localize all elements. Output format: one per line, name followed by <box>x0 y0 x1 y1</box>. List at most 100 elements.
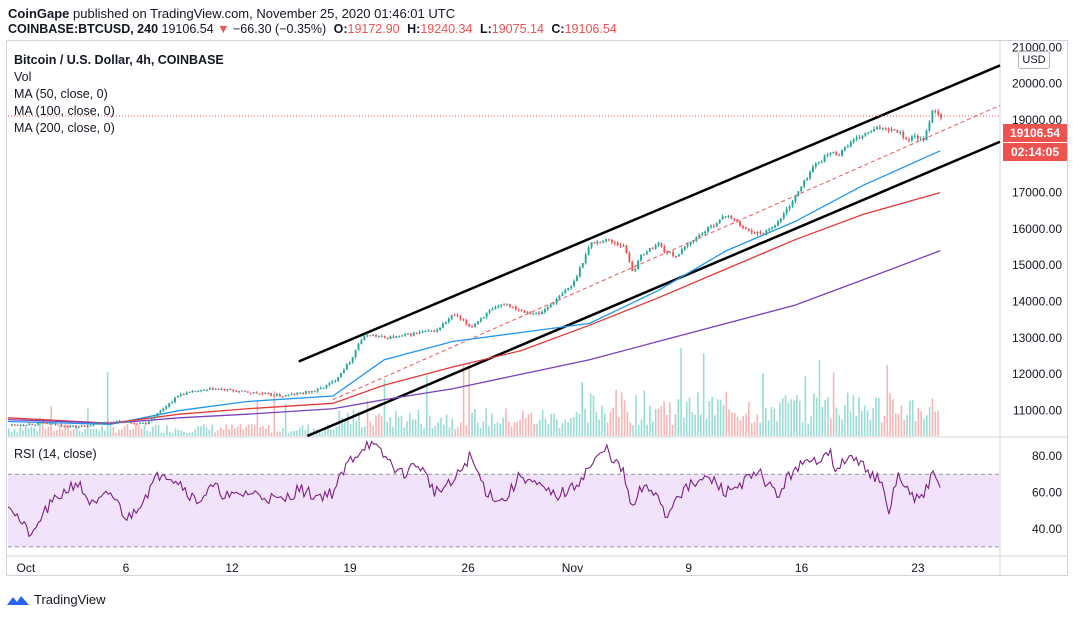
volume-bar <box>923 419 925 436</box>
volume-bar <box>835 407 838 436</box>
candle-body <box>651 248 654 250</box>
candle-body <box>171 402 174 404</box>
legend-ma200[interactable]: MA (200, close, 0) <box>14 121 115 135</box>
volume-bar <box>84 429 86 436</box>
volume-bar <box>527 414 530 436</box>
candle-body <box>660 243 663 247</box>
candle-body <box>529 312 532 314</box>
volume-bar <box>652 421 654 436</box>
candle-body <box>194 391 197 393</box>
symbol-label: COINBASE:BTCUSD, 240 <box>8 22 159 36</box>
volume-bar <box>615 389 617 436</box>
candle-body <box>25 425 28 427</box>
volume-bar <box>242 429 245 436</box>
candle-body <box>456 315 459 317</box>
time-tick-label: 9 <box>685 561 692 575</box>
candle-body <box>89 425 92 427</box>
candle-body <box>817 162 820 164</box>
candle-body <box>849 141 852 147</box>
candle-body <box>72 425 74 427</box>
volume-bar <box>253 425 256 436</box>
candle-body <box>753 232 756 234</box>
candle-body <box>107 422 109 424</box>
volume-bar <box>753 422 756 436</box>
volume-bar <box>256 400 259 436</box>
volume-bar <box>327 424 329 436</box>
candle-body <box>919 138 922 140</box>
volume-bar <box>123 426 126 436</box>
candle-body <box>270 393 273 396</box>
tradingview-footer[interactable]: TradingView <box>6 592 106 607</box>
volume-bar <box>759 422 761 436</box>
candle-body <box>756 232 759 234</box>
candle-body <box>174 397 176 403</box>
candle-body <box>278 394 281 397</box>
candle-body <box>677 254 680 257</box>
candle-body <box>447 318 450 322</box>
volume-bar <box>917 407 920 436</box>
volume-bar <box>829 418 832 436</box>
candle-body <box>549 304 552 308</box>
candle-body <box>340 372 342 378</box>
rsi-line <box>7 439 941 538</box>
volume-bar <box>386 421 389 436</box>
candle-body <box>561 293 564 296</box>
price-tick-label: 19000.00 <box>1012 113 1062 127</box>
volume-bar <box>442 424 445 436</box>
candle-body <box>264 393 267 395</box>
legend-vol[interactable]: Vol <box>14 70 32 84</box>
volume-bar <box>378 413 380 436</box>
volume-bar <box>448 427 451 436</box>
currency-button[interactable]: USD <box>1018 51 1050 69</box>
volume-bar <box>457 427 459 436</box>
candle-body <box>771 227 774 229</box>
price-change: −66.30 (−0.35%) <box>233 22 327 36</box>
volume-bar <box>61 429 64 436</box>
candle-body <box>471 326 474 328</box>
candle-body <box>153 416 156 419</box>
candle-body <box>768 228 771 231</box>
candle-body <box>444 321 447 324</box>
price-tick-label: 15000.00 <box>1012 258 1062 272</box>
candle-body <box>881 128 884 130</box>
candle-body <box>724 216 727 218</box>
volume-bar <box>787 402 790 436</box>
volume-bar <box>420 423 423 436</box>
time-tick-label: 23 <box>911 561 925 575</box>
candle-body <box>124 422 127 424</box>
channel-upper-line <box>298 64 1001 363</box>
volume-bar <box>152 426 154 436</box>
candle-body <box>596 241 599 244</box>
volume-bar <box>666 414 668 436</box>
current-price-tag: 19106.54 <box>1003 124 1067 142</box>
candle-body <box>479 318 482 322</box>
candle-body <box>619 245 622 247</box>
candle-body <box>51 423 54 425</box>
legend-ma100[interactable]: MA (100, close, 0) <box>14 104 115 118</box>
candle-body <box>334 380 337 382</box>
candle-body <box>739 221 742 226</box>
volume-bar <box>177 429 180 436</box>
candle-body <box>934 110 937 112</box>
volume-bar <box>824 400 826 436</box>
volume-bar <box>135 423 137 436</box>
volume-bar <box>779 402 781 436</box>
volume-bar <box>612 407 615 436</box>
candle-body <box>83 425 86 427</box>
volume-bar <box>697 392 699 436</box>
volume-bar <box>214 432 216 436</box>
rsi-legend[interactable]: RSI (14, close) <box>14 447 97 461</box>
volume-bar <box>228 429 230 436</box>
legend-ma50[interactable]: MA (50, close, 0) <box>14 87 108 101</box>
volume-bar <box>363 426 366 436</box>
candle-body <box>369 335 372 337</box>
volume-bar <box>745 413 747 436</box>
candle-body <box>127 421 130 423</box>
volume-bar <box>426 375 428 436</box>
volume-bar <box>626 411 629 436</box>
candle-body <box>80 425 83 427</box>
candle-body <box>363 336 366 341</box>
volume-bar <box>202 424 205 436</box>
volume-bar <box>75 426 78 436</box>
